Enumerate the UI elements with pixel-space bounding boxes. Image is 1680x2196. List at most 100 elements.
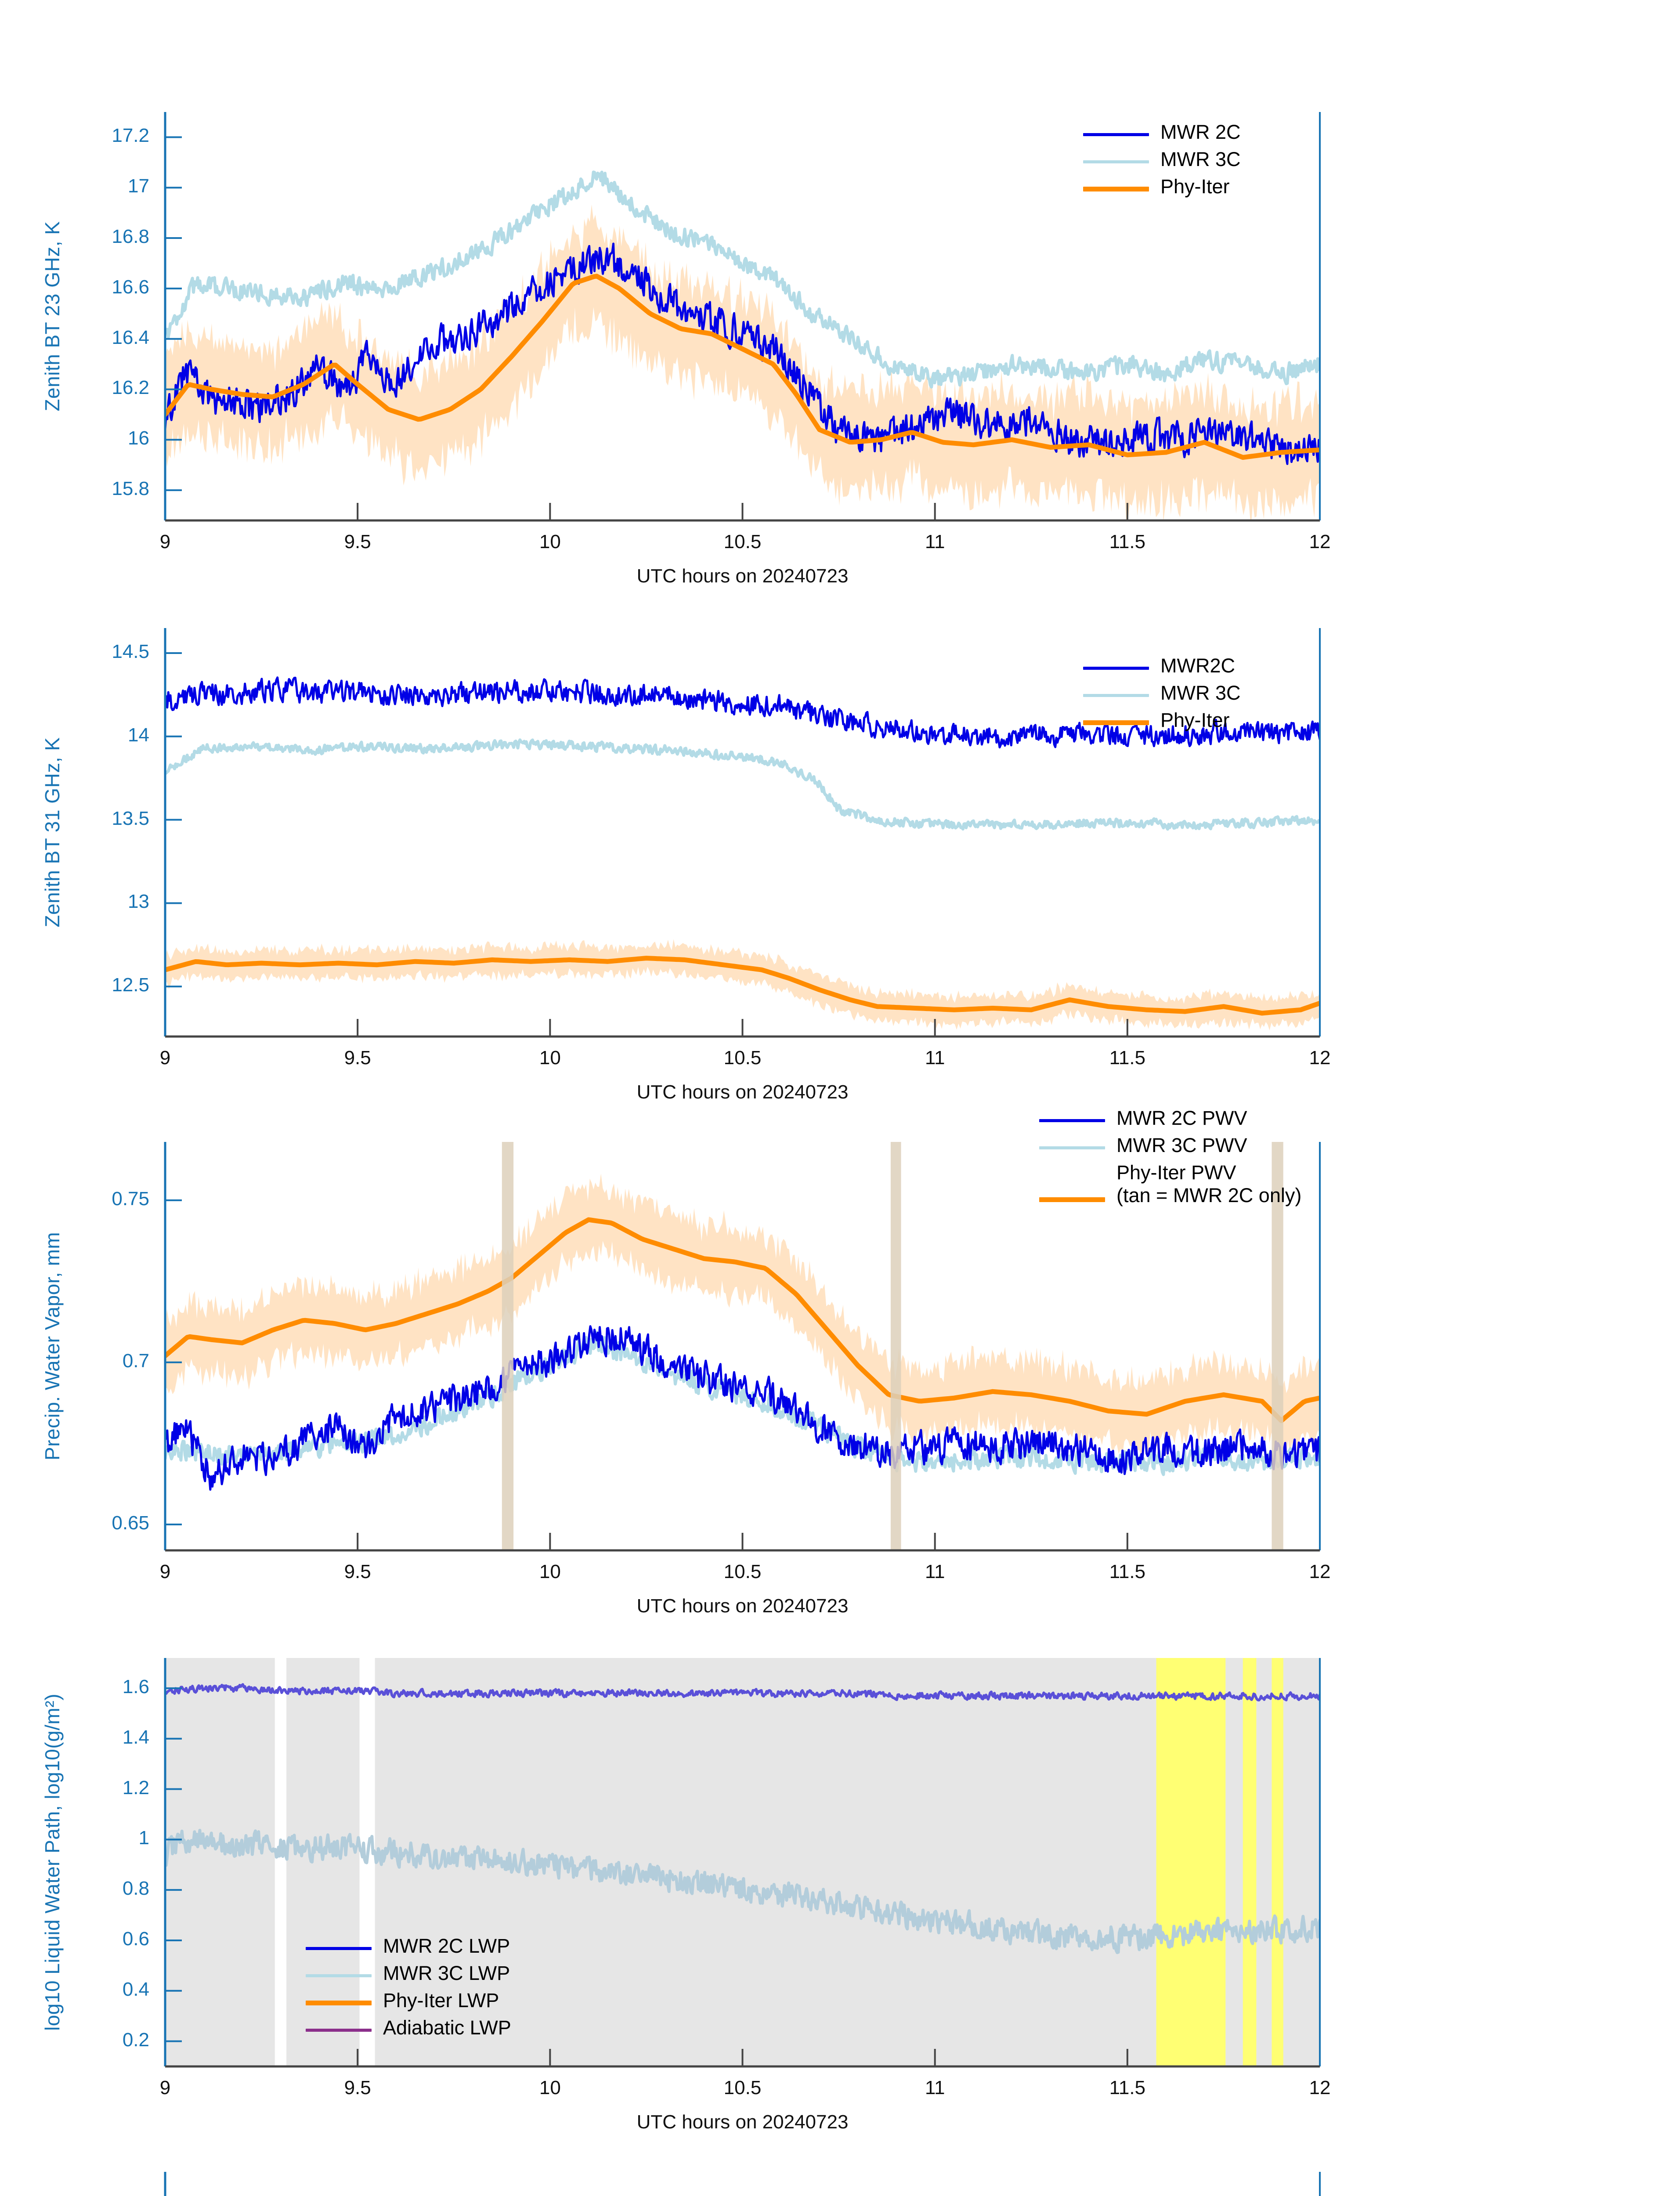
y-tick-label: 0.8 [122,1878,149,1900]
x-tick-label: 10 [539,2077,561,2098]
legend-swatch-line [306,2001,372,2005]
y-tick-label: 0.6 [122,1928,149,1950]
y-tick-label: 14.5 [112,640,149,662]
x-tick-label: 9 [159,1561,171,1582]
y-tick-label: 17.2 [112,125,149,147]
series-line-phy-iter-pwv [165,1217,1320,1423]
legend-label: Phy-Iter [1160,709,1230,731]
x-tick-label: 10 [539,1561,561,1582]
x-tick-label: 12 [1309,1561,1331,1582]
legend-swatch-line [306,2029,372,2032]
y-axis-label: Zenith BT 31 GHz, K [41,737,64,928]
x-tick-label: 11.5 [1109,531,1146,553]
x-tick-label: 11.5 [1109,1561,1146,1582]
x-tick-label: 11 [925,1561,945,1582]
series-line-mwr-2c [165,242,1320,465]
x-axis-label: UTC hours on 20240723 [636,1081,849,1103]
legend-label: MWR 2C LWP [383,1935,510,1957]
y-tick-label: 0.7 [122,1350,149,1372]
series-line-mwr-3c [165,738,1320,831]
x-tick-label: 10.5 [723,1561,762,1582]
series-line-mwr-2c-lwp [165,1683,1320,1701]
x-tick-label: 9.5 [344,1561,371,1582]
y-tick-label: 16.4 [112,326,149,348]
series-line-mwr-2c-pwv [165,1325,1320,1491]
y-tick-label: 16 [128,427,149,449]
series-line-mwr-3c-pwv [165,1330,1320,1476]
series-line-mwr2c [165,676,1320,749]
legend-label: MWR 2C PWV [1116,1107,1247,1129]
x-tick-label: 10 [539,531,561,553]
legend-swatch-line [1083,720,1149,725]
x-tick-label: 9 [159,1047,171,1069]
y-axis-label: Precip. Water Vapor, mm [41,1232,64,1461]
y-tick-label: 0.75 [112,1188,149,1210]
x-axis-label: UTC hours on 20240723 [636,1595,849,1617]
uncertainty-band-phy-iter-pwv [165,1174,1320,1462]
y-tick-label: 13 [128,891,149,913]
x-tick-label: 12 [1309,1047,1331,1069]
y-tick-label: 14 [128,724,149,746]
yellow-highlight-band [1156,1658,1226,2066]
y-tick-label: 16.6 [112,276,149,298]
y-tick-label: 1.4 [122,1726,149,1748]
series-line-phy-iter [165,956,1320,1016]
x-tick-label: 11.5 [1109,2077,1146,2098]
y-tick-label: 1.2 [122,1777,149,1799]
x-tick-label: 9.5 [344,531,371,553]
legend-label: MWR 3C [1160,682,1241,704]
x-tick-label: 9.5 [344,1047,371,1069]
x-tick-label: 10.5 [723,1047,762,1069]
x-tick-label: 11.5 [1109,1047,1146,1069]
legend-label: MWR 2C [1160,121,1241,143]
legend-label: Phy-Iter LWP [383,1989,499,2012]
y-tick-label: 17 [128,175,149,197]
x-tick-label: 9.5 [344,2077,371,2098]
y-tick-label: 13.5 [112,807,149,829]
legend-label: Adiabatic LWP [383,2016,511,2039]
y-tick-label: 16.8 [112,226,149,248]
tan-flag-band [890,1142,901,1550]
yellow-highlight-band [1272,1658,1283,2066]
legend-swatch-line [1039,1119,1105,1122]
legend-label: Phy-Iter PWV [1116,1161,1236,1184]
y-tick-label: 0.4 [122,1978,149,2000]
x-tick-label: 9 [159,2077,171,2098]
legend-swatch-line [1083,694,1149,697]
y-tick-label: 15.8 [112,478,149,500]
y-axis-label: Zenith BT 23 GHz, K [41,221,64,412]
legend-label: MWR 3C [1160,148,1241,170]
y-tick-label: 1.6 [122,1676,149,1698]
x-tick-label: 9 [159,531,171,553]
y-tick-label: 16.2 [112,377,149,399]
legend-swatch-line [1083,667,1149,670]
legend-swatch-line [1039,1146,1105,1149]
legend-label: MWR2C [1160,654,1235,677]
x-axis-label: UTC hours on 20240723 [636,2111,849,2133]
x-tick-label: 12 [1309,2077,1331,2098]
y-axis-label: log10 Liquid Water Path, log10(g/m²) [41,1693,64,2031]
y-tick-label: 0.65 [112,1512,149,1534]
uncertainty-band-phy-iter [165,204,1320,520]
legend-swatch-line [1083,133,1149,136]
white-gap-band [275,1658,287,2066]
legend-label: Phy-Iter [1160,175,1230,198]
y-tick-label: 12.5 [112,974,149,996]
series-line-mwr-3c [165,170,1320,389]
x-tick-label: 12 [1309,531,1331,553]
x-tick-label: 10 [539,1047,561,1069]
tan-flag-band [502,1142,514,1550]
uncertainty-band-phy-iter [165,939,1320,1030]
legend-swatch-line [306,1947,372,1950]
x-axis-label: UTC hours on 20240723 [636,565,849,587]
x-tick-label: 11 [925,2077,945,2098]
legend-label: MWR 3C LWP [383,1962,510,1984]
legend-swatch-line [1083,187,1149,191]
legend-label: MWR 3C PWV [1116,1134,1247,1156]
legend-swatch-line [306,1974,372,1977]
x-tick-label: 11 [925,531,945,553]
x-tick-label: 11 [925,1047,945,1069]
x-tick-label: 10.5 [723,2077,762,2098]
y-tick-label: 0.2 [122,2029,149,2051]
series-line-phy-iter [165,274,1320,460]
